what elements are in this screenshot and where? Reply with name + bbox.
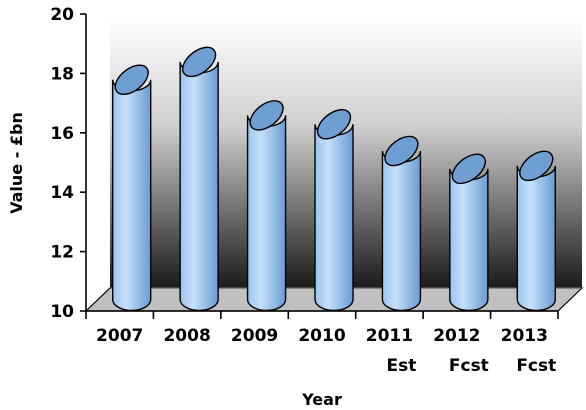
x-tick-label: 2009 (231, 326, 278, 346)
bar (449, 153, 489, 312)
y-ticks: 10 12 14 16 18 20 (50, 5, 86, 322)
bar-top (182, 46, 217, 78)
x-tick-label: 2013 (501, 326, 548, 346)
y-tick-label: 10 (50, 302, 74, 322)
x-tick-label: 2010 (298, 326, 345, 346)
bar-top (519, 150, 554, 182)
x-ticks: 2007 2008 2009 2010 2011 Est 2012 Fcst 2013 Fcst (85, 311, 559, 376)
x-tick-label: 2008 (163, 326, 210, 346)
y-tick-label: 14 (50, 183, 74, 203)
bar-top (384, 135, 419, 167)
x-axis-title: Year (301, 390, 342, 409)
bar-body (246, 115, 287, 312)
bar-body (179, 61, 219, 312)
bars (112, 46, 556, 312)
bar (381, 135, 422, 312)
bar-body (314, 124, 354, 312)
bar-top (249, 100, 284, 131)
y-tick-label: 18 (50, 64, 74, 84)
y-axis-title: Value - £bn (7, 112, 26, 214)
x-tick-label: 2007 (96, 326, 143, 346)
x-tick-label: 2012 (433, 326, 480, 346)
bar-top (316, 109, 352, 140)
bar-body (516, 165, 556, 312)
y-tick-label: 12 (50, 243, 74, 263)
bar (314, 109, 354, 312)
y-tick-label: 20 (50, 5, 74, 25)
bar-top (451, 153, 486, 185)
x-tick-label: Est (386, 356, 416, 376)
bar (112, 64, 152, 312)
bar-body (112, 79, 152, 312)
bar (246, 100, 287, 312)
bar (179, 46, 219, 312)
x-tick-label: Fcst (516, 356, 556, 376)
y-tick-label: 16 (50, 124, 74, 144)
x-tick-label: 2011 (366, 326, 413, 346)
bar (516, 150, 556, 312)
x-tick-label: Fcst (449, 356, 489, 376)
bar-body (381, 150, 422, 312)
bar-top (114, 64, 149, 95)
bar-body (449, 168, 489, 312)
